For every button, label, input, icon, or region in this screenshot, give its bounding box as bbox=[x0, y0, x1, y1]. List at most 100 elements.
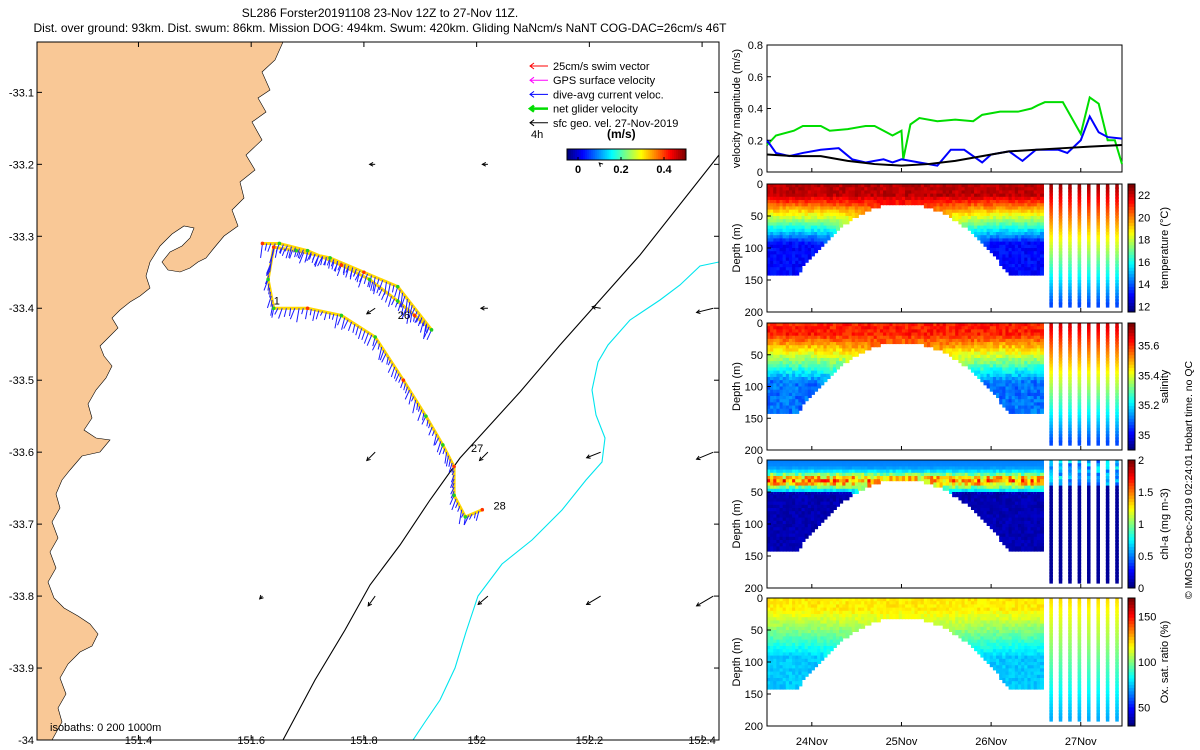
section-cell bbox=[782, 209, 787, 215]
section-cell bbox=[836, 225, 841, 231]
section-cell bbox=[854, 469, 859, 475]
track-current-vector bbox=[323, 312, 327, 321]
section-cell bbox=[795, 264, 800, 270]
section-cell bbox=[1005, 267, 1010, 273]
section-cell bbox=[895, 323, 900, 329]
section-cell bbox=[798, 335, 803, 341]
section-cell bbox=[795, 326, 800, 332]
section-cell bbox=[845, 200, 850, 206]
section-colorbar-cell bbox=[1128, 273, 1135, 278]
section-cell bbox=[810, 488, 815, 494]
section-cell bbox=[804, 501, 809, 507]
section-cell bbox=[1049, 361, 1053, 367]
section-cell bbox=[980, 212, 985, 218]
section-cell bbox=[773, 540, 778, 546]
section-cell bbox=[870, 196, 875, 202]
legend-label: net glider velocity bbox=[553, 104, 638, 116]
section-cell bbox=[861, 345, 866, 351]
section-cell bbox=[804, 485, 809, 491]
section-cell bbox=[785, 329, 790, 335]
section-cell bbox=[836, 196, 841, 202]
section-cell bbox=[1021, 399, 1026, 405]
section-cell bbox=[845, 332, 850, 338]
isobath-1000m bbox=[412, 261, 719, 740]
section-cell bbox=[870, 476, 875, 482]
map-xtick-label: 152 bbox=[467, 735, 485, 747]
section-cell bbox=[801, 533, 806, 539]
section-cell bbox=[964, 482, 969, 488]
section-cell bbox=[1039, 267, 1044, 273]
section-cell bbox=[842, 184, 847, 190]
section-cell bbox=[792, 380, 797, 386]
section-cell bbox=[996, 228, 1001, 234]
section-cell bbox=[977, 329, 982, 335]
section-cell bbox=[967, 479, 972, 485]
section-cell bbox=[792, 267, 797, 273]
section-cell bbox=[1014, 367, 1019, 373]
section-cell bbox=[1077, 396, 1082, 402]
section-cell bbox=[864, 338, 869, 345]
geo-velocity-vectors bbox=[258, 161, 714, 607]
section-cell bbox=[814, 524, 819, 530]
section-cell bbox=[961, 345, 966, 351]
section-cell bbox=[864, 469, 869, 475]
section-cell bbox=[770, 460, 775, 466]
section-cell bbox=[767, 228, 771, 234]
track-current-vector bbox=[366, 334, 373, 346]
section-cell bbox=[1115, 228, 1119, 234]
section-cell bbox=[820, 203, 825, 209]
track-point bbox=[395, 284, 400, 289]
section-cell bbox=[817, 469, 822, 475]
section-cell bbox=[986, 370, 991, 376]
section-cell bbox=[980, 338, 985, 345]
legend-label: sfc geo. vel. 27-Nov-2019 bbox=[553, 118, 678, 130]
section-cell bbox=[810, 373, 815, 379]
section-cell bbox=[857, 460, 862, 466]
track-current-vector bbox=[305, 308, 309, 320]
section-cell bbox=[996, 348, 1001, 354]
section-cell bbox=[1033, 383, 1038, 389]
section-cell bbox=[1058, 296, 1063, 302]
section-cell bbox=[814, 463, 819, 469]
section-cell bbox=[804, 357, 809, 364]
section-cell bbox=[1039, 326, 1044, 332]
section-cell bbox=[826, 323, 831, 329]
section-cell bbox=[1068, 424, 1072, 430]
section-cell bbox=[779, 232, 784, 238]
section-cell bbox=[964, 196, 969, 202]
section-cell bbox=[889, 463, 894, 469]
section-cell bbox=[1105, 286, 1110, 292]
section-cell bbox=[1087, 408, 1091, 414]
section-cell bbox=[996, 251, 1001, 257]
section-cell bbox=[958, 342, 963, 348]
section-cell bbox=[770, 402, 775, 408]
section-cell bbox=[1049, 323, 1053, 329]
section-cell bbox=[977, 200, 982, 206]
section-cell bbox=[1033, 361, 1038, 367]
section-cell bbox=[1033, 225, 1038, 231]
section-cell bbox=[770, 498, 775, 504]
section-cell bbox=[823, 364, 828, 370]
section-cell bbox=[1008, 361, 1013, 367]
section-cell bbox=[832, 323, 837, 329]
section-cell bbox=[767, 232, 771, 238]
section-cell bbox=[788, 332, 793, 338]
section-cell bbox=[1027, 193, 1032, 199]
section-cell bbox=[955, 212, 960, 218]
section-cell bbox=[955, 482, 960, 488]
section-cell bbox=[1011, 203, 1016, 209]
track-current-vector bbox=[269, 291, 272, 298]
section-cell bbox=[983, 212, 988, 218]
section-colorbar-cell bbox=[1128, 443, 1135, 448]
section-cell bbox=[961, 338, 966, 345]
section-colorbar-cell bbox=[1128, 299, 1135, 303]
section-cell bbox=[1030, 348, 1035, 354]
section-cell bbox=[807, 357, 812, 364]
section-cell bbox=[895, 184, 900, 190]
section-cell bbox=[980, 357, 985, 364]
section-cell bbox=[1027, 335, 1032, 341]
section-cell bbox=[1014, 408, 1019, 414]
section-cell bbox=[767, 376, 771, 383]
section-cell bbox=[1077, 338, 1082, 345]
section-cell bbox=[829, 351, 834, 357]
